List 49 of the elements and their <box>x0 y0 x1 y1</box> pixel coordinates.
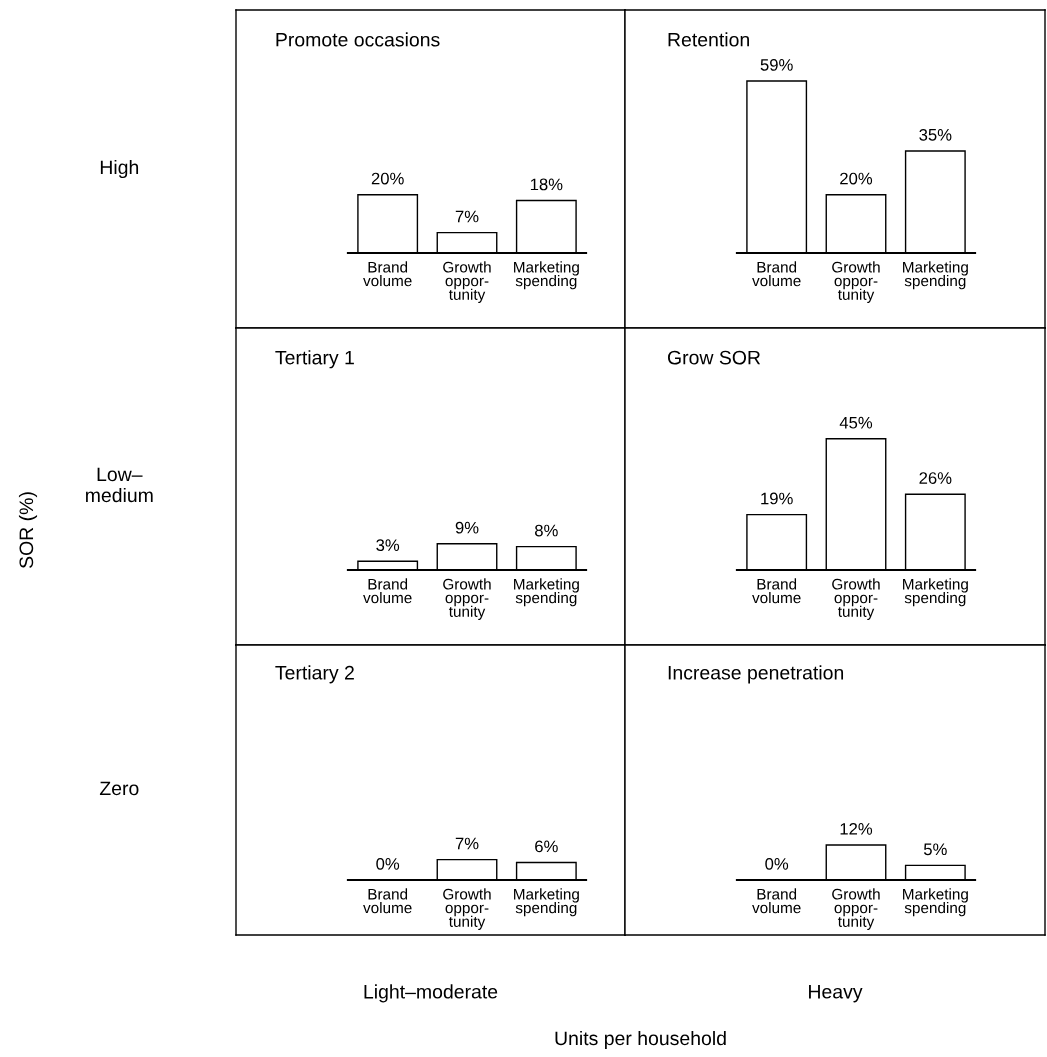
chart-title: Tertiary 1 <box>275 350 354 369</box>
data-label: 18% <box>530 178 563 191</box>
x-tick-label: Brand volume <box>363 261 412 287</box>
data-label: 7% <box>455 837 479 850</box>
x-tick-label: Growth oppor- tunity <box>443 888 491 930</box>
x-tick-label: Brand volume <box>752 888 801 914</box>
x-tick-label: Marketing spending <box>514 578 579 607</box>
chart-title: Grow SOR <box>667 350 761 365</box>
x-tick-label: Marketing spending <box>514 888 579 917</box>
x-tick-label: Growth oppor- tunity <box>832 578 880 620</box>
data-label: 0% <box>376 857 400 870</box>
x-tick-label: Growth oppor- tunity <box>443 261 491 303</box>
text: Units per household <box>555 1030 726 1050</box>
x-axis-title: Light–moderate <box>364 984 498 1003</box>
y-axis-title: High <box>100 159 139 179</box>
x-tick-label: Growth oppor- tunity <box>443 578 491 620</box>
data-label: 45% <box>839 416 873 429</box>
x-tick-label: Marketing spending <box>903 888 968 917</box>
x-tick-label: Growth oppor- tunity <box>832 888 880 930</box>
data-label: 20% <box>840 172 873 185</box>
data-label: 9% <box>455 521 479 534</box>
text: SOR (%) <box>18 492 38 568</box>
chart-title: Retention <box>668 32 749 47</box>
chart-title: Tertiary 2 <box>275 665 354 684</box>
data-label: 59% <box>760 58 793 71</box>
x-tick-label: Brand volume <box>363 578 412 604</box>
data-label: 6% <box>535 840 558 853</box>
data-label: 19% <box>761 492 793 505</box>
x-axis-title: Heavy <box>809 985 863 1003</box>
data-label: 20% <box>371 172 404 185</box>
data-label: 12% <box>840 822 873 835</box>
data-label: 3% <box>376 539 400 552</box>
y-axis-title: Low– medium <box>86 467 153 503</box>
x-tick-label: Growth oppor- tunity <box>832 261 880 303</box>
x-tick-label: Marketing spending <box>903 578 968 607</box>
data-label: 0% <box>765 857 789 870</box>
chart-title: Increase penetration <box>668 665 844 684</box>
x-tick-label: Marketing spending <box>903 261 968 290</box>
x-tick-label: Marketing spending <box>514 261 579 290</box>
data-label: 7% <box>455 210 479 223</box>
chart-title: Promote occasions <box>276 32 440 47</box>
data-label: 8% <box>535 524 558 537</box>
x-tick-label: Brand volume <box>363 888 412 914</box>
data-label: 5% <box>923 843 947 856</box>
x-tick-label: Brand volume <box>752 261 801 287</box>
x-tick-label: Brand volume <box>752 578 801 604</box>
data-label: 35% <box>919 128 952 141</box>
data-label: 26% <box>919 472 952 484</box>
y-axis-title: Zero <box>99 781 139 796</box>
